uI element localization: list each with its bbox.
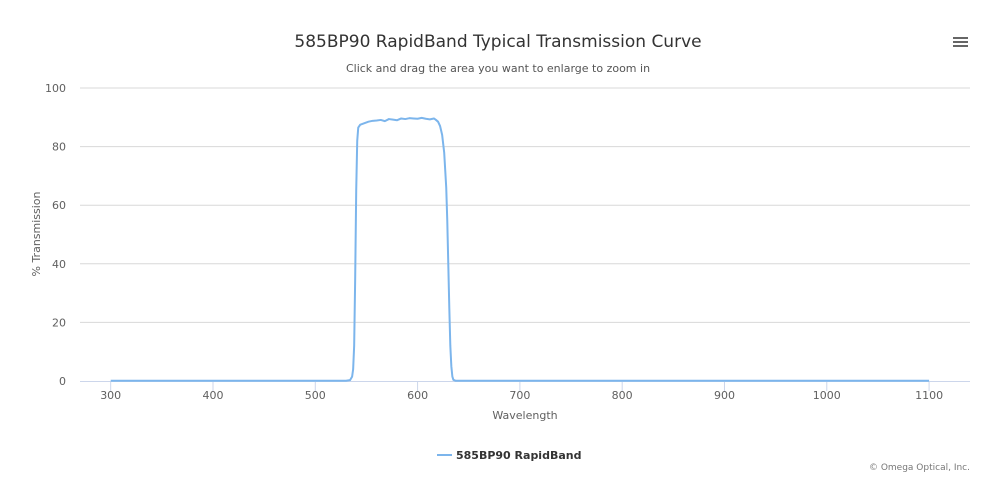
chart-subtitle: Click and drag the area you want to enla… <box>346 62 650 75</box>
x-tick-label: 1100 <box>915 389 943 402</box>
y-tick-label: 20 <box>52 316 66 329</box>
x-tick-label: 500 <box>305 389 326 402</box>
legend[interactable]: 585BP90 RapidBand <box>437 449 581 462</box>
y-axis-ticks: 0 20 40 60 80 100 <box>45 82 66 388</box>
x-tick-label: 900 <box>714 389 735 402</box>
x-axis-title: Wavelength <box>492 409 557 422</box>
gridlines <box>80 87 970 323</box>
y-tick-label: 60 <box>52 199 66 212</box>
x-axis-ticks: 300 400 500 600 700 800 900 1000 1100 <box>100 381 943 402</box>
x-tick-label: 800 <box>612 389 633 402</box>
y-tick-label: 80 <box>52 141 66 154</box>
x-tick-label: 1000 <box>813 389 841 402</box>
x-tick-label: 400 <box>202 389 223 402</box>
x-tick-label: 700 <box>509 389 530 402</box>
x-tick-label: 300 <box>100 389 121 402</box>
series-line-0[interactable] <box>110 116 930 382</box>
credits-text[interactable]: © Omega Optical, Inc. <box>869 463 970 473</box>
legend-item-label[interactable]: 585BP90 RapidBand <box>456 449 581 462</box>
chart-title: 585BP90 RapidBand Typical Transmission C… <box>294 32 701 52</box>
y-tick-label: 40 <box>52 258 66 271</box>
series-layer <box>110 116 930 382</box>
y-tick-label: 100 <box>45 82 66 95</box>
hamburger-menu-icon[interactable] <box>946 33 974 53</box>
y-tick-label: 0 <box>59 375 66 388</box>
y-axis-title: % Transmission <box>30 191 43 276</box>
x-tick-label: 600 <box>407 389 428 402</box>
